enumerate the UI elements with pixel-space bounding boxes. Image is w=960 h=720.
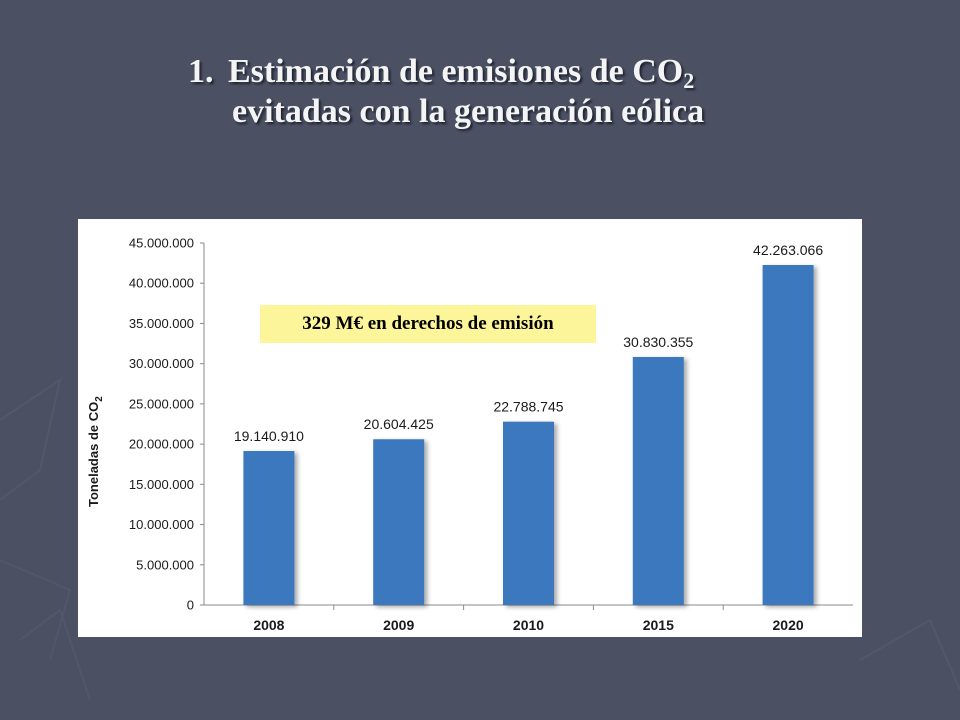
title-subscript: 2 <box>683 68 695 93</box>
x-tick-label-2010: 2010 <box>513 617 544 633</box>
y-tick-label: 5.000.000 <box>136 557 194 572</box>
y-tick-label: 15.000.000 <box>129 477 194 492</box>
title-number: 1. <box>188 53 214 90</box>
data-label-2020: 42.263.066 <box>753 242 823 258</box>
x-tick-label-2008: 2008 <box>253 617 284 633</box>
bar-2010 <box>503 421 554 605</box>
bar-2009 <box>373 439 425 605</box>
x-tick-label-2015: 2015 <box>643 617 674 633</box>
y-tick-label: 35.000.000 <box>129 316 194 331</box>
chart-panel: 0 5.000.000 10.000.000 15.000.000 20.000.000… <box>78 219 862 637</box>
data-label-2008: 19.140.910 <box>234 428 304 444</box>
y-tick-label: 45.000.000 <box>129 236 194 251</box>
bar-2015 <box>632 356 684 605</box>
title-line-1: Estimación de emisiones de CO <box>228 53 684 90</box>
y-tick-label: 0 <box>187 598 194 613</box>
y-tick-label: 10.000.000 <box>129 517 194 532</box>
y-tick-label: 25.000.000 <box>129 396 194 411</box>
y-tick-label: 30.000.000 <box>129 356 194 371</box>
bar-chart: 0 5.000.000 10.000.000 15.000.000 20.000.000… <box>86 236 853 633</box>
x-tick-label-2020: 2020 <box>773 617 804 633</box>
data-label-2009: 20.604.425 <box>364 416 434 432</box>
y-tick-label: 20.000.000 <box>129 437 194 452</box>
data-label-2010: 22.788.745 <box>493 399 563 415</box>
data-label-2015: 30.830.355 <box>623 334 693 350</box>
bar-2020 <box>762 265 814 605</box>
y-axis-label: Toneladas de CO2 <box>86 396 105 507</box>
title-line-2: evitadas con la generación eólica <box>232 93 705 130</box>
bar-2008 <box>243 451 295 605</box>
callout-box: 329 M€ en derechos de emisión <box>260 305 596 343</box>
y-tick-label: 40.000.000 <box>129 276 194 291</box>
slide-title: 1. Estimación de emisiones de CO2 evitada… <box>150 52 810 132</box>
x-tick-label-2009: 2009 <box>383 617 414 633</box>
